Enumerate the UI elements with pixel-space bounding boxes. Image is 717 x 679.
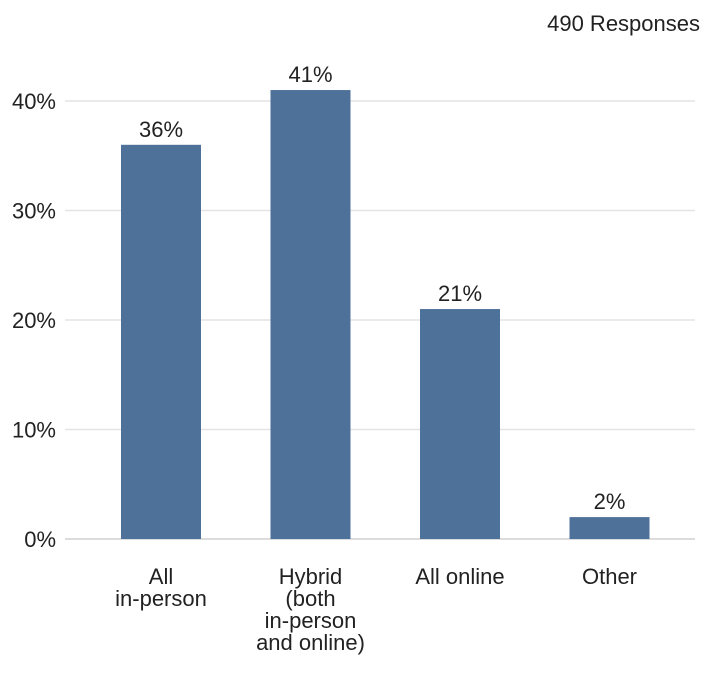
- y-tick-label: 30%: [12, 199, 56, 224]
- bar-2: [420, 309, 500, 539]
- bar-data-label: 36%: [139, 117, 183, 142]
- x-category-label-line: All: [149, 564, 173, 589]
- x-category-label: All in-person: [115, 564, 207, 611]
- bar-1: [270, 90, 351, 540]
- x-category-label-line: (both: [285, 586, 335, 611]
- x-category-label-line: in-person: [265, 608, 357, 633]
- bar-data-label: 41%: [288, 62, 332, 87]
- y-axis-tick-labels: 0% 10% 20% 30% 40%: [12, 89, 56, 552]
- x-category-label-line: Hybrid: [279, 564, 343, 589]
- y-tick-label: 20%: [12, 308, 56, 333]
- bar-0: [121, 144, 201, 540]
- x-category-label-line: Other: [582, 564, 637, 589]
- x-category-label: All online: [415, 564, 504, 589]
- bar-data-label: 21%: [438, 281, 482, 306]
- x-category-label-line: and online): [256, 630, 365, 655]
- data-labels: 36% 41% 21% 2%: [139, 62, 625, 514]
- y-tick-label: 10%: [12, 418, 56, 443]
- x-category-label: Hybrid (both in-person and online): [256, 564, 365, 655]
- bar-data-label: 2%: [594, 489, 626, 514]
- y-tick-label: 40%: [12, 89, 56, 114]
- x-category-label: Other: [582, 564, 637, 589]
- x-category-label-line: All online: [415, 564, 504, 589]
- y-tick-label: 0%: [24, 527, 56, 552]
- responses-count-label: 490 Responses: [547, 11, 700, 36]
- x-category-label-line: in-person: [115, 586, 207, 611]
- bar-3: [569, 517, 650, 539]
- bars: [121, 90, 650, 540]
